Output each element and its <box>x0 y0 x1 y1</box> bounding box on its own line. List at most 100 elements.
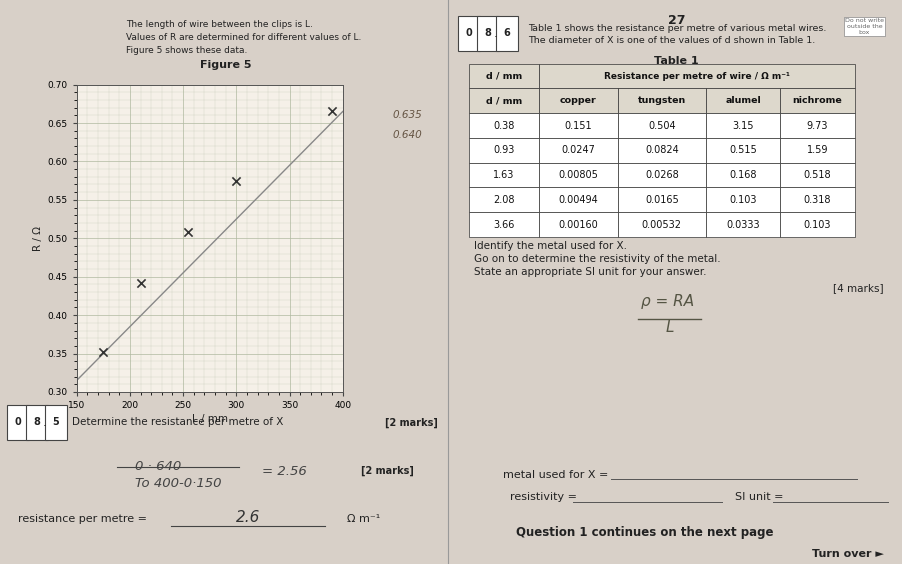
Text: 0.0268: 0.0268 <box>645 170 678 180</box>
Bar <box>539 212 618 237</box>
Text: resistance per metre =: resistance per metre = <box>18 514 147 524</box>
Text: 0.00494: 0.00494 <box>558 195 598 205</box>
Text: [2 marks]: [2 marks] <box>361 465 414 475</box>
Text: 0.0824: 0.0824 <box>645 146 678 155</box>
Text: d / mm: d / mm <box>486 72 522 81</box>
Text: tungsten: tungsten <box>638 96 686 105</box>
Bar <box>618 113 705 138</box>
Text: 0.0165: 0.0165 <box>645 195 678 205</box>
Bar <box>705 212 780 237</box>
Bar <box>780 162 855 187</box>
Bar <box>539 89 618 113</box>
Text: 0.518: 0.518 <box>804 170 832 180</box>
Text: 0.635: 0.635 <box>392 110 422 120</box>
Text: 1.59: 1.59 <box>806 146 828 155</box>
Text: Figure 5: Figure 5 <box>199 60 252 70</box>
Bar <box>618 89 705 113</box>
Text: [2 marks]: [2 marks] <box>384 417 437 428</box>
Text: 0.93: 0.93 <box>493 146 515 155</box>
Text: 0 · 640: 0 · 640 <box>135 460 181 473</box>
FancyBboxPatch shape <box>44 405 67 440</box>
X-axis label: L / mm: L / mm <box>192 414 227 424</box>
Text: 0.103: 0.103 <box>730 195 757 205</box>
Bar <box>469 64 539 89</box>
Text: 3.66: 3.66 <box>493 219 515 230</box>
Text: 0: 0 <box>14 417 22 428</box>
Bar <box>780 113 855 138</box>
Bar <box>469 138 539 162</box>
Text: 0.0247: 0.0247 <box>561 146 595 155</box>
Bar <box>618 162 705 187</box>
Point <box>181 228 196 237</box>
Text: 27: 27 <box>667 14 686 27</box>
Text: State an appropriate SI unit for your answer.: State an appropriate SI unit for your an… <box>474 267 706 277</box>
Bar <box>780 187 855 212</box>
Text: L: L <box>666 320 674 336</box>
Text: 0.00805: 0.00805 <box>558 170 598 180</box>
Text: 0.168: 0.168 <box>730 170 757 180</box>
Text: Identify the metal used for X.: Identify the metal used for X. <box>474 241 627 252</box>
Text: resistivity =: resistivity = <box>510 492 576 503</box>
Point <box>229 176 244 185</box>
Text: 0: 0 <box>465 28 473 38</box>
Bar <box>780 138 855 162</box>
Text: Table 1: Table 1 <box>654 56 699 67</box>
Bar <box>780 212 855 237</box>
Bar <box>539 187 618 212</box>
FancyBboxPatch shape <box>25 405 49 440</box>
Text: 0.151: 0.151 <box>565 121 593 131</box>
Bar <box>539 64 855 89</box>
Text: Turn over ►: Turn over ► <box>812 549 884 559</box>
FancyBboxPatch shape <box>7 405 29 440</box>
Bar <box>705 113 780 138</box>
Text: 0.318: 0.318 <box>804 195 831 205</box>
Text: 0.00160: 0.00160 <box>558 219 598 230</box>
Text: .: . <box>493 27 497 40</box>
Text: Determine the resistance per metre of X: Determine the resistance per metre of X <box>72 417 283 428</box>
Text: 8: 8 <box>484 28 492 38</box>
Text: 0.640: 0.640 <box>392 130 422 140</box>
Text: .: . <box>42 416 46 429</box>
Text: 0.515: 0.515 <box>729 146 757 155</box>
Text: = 2.56: = 2.56 <box>262 465 307 478</box>
Bar <box>469 187 539 212</box>
Text: alumel: alumel <box>725 96 761 105</box>
Bar <box>469 113 539 138</box>
Text: 3.15: 3.15 <box>732 121 754 131</box>
Text: Do not write
outside the
box: Do not write outside the box <box>845 18 884 34</box>
Bar <box>539 138 618 162</box>
Text: Figure 5 shows these data.: Figure 5 shows these data. <box>126 46 248 55</box>
Text: 0.103: 0.103 <box>804 219 831 230</box>
Text: Go on to determine the resistivity of the metal.: Go on to determine the resistivity of th… <box>474 254 720 265</box>
Point <box>133 279 148 288</box>
Bar <box>618 212 705 237</box>
Text: nichrome: nichrome <box>793 96 842 105</box>
Bar <box>469 162 539 187</box>
Text: 0.38: 0.38 <box>493 121 515 131</box>
Bar <box>539 113 618 138</box>
Bar <box>539 162 618 187</box>
Text: Table 1 shows the resistance per metre of various metal wires.: Table 1 shows the resistance per metre o… <box>528 24 826 33</box>
Text: Question 1 continues on the next page: Question 1 continues on the next page <box>516 526 774 540</box>
FancyBboxPatch shape <box>496 16 518 51</box>
Bar <box>469 89 539 113</box>
Bar <box>705 89 780 113</box>
Bar <box>780 89 855 113</box>
Y-axis label: R / Ω: R / Ω <box>33 226 43 251</box>
Text: 9.73: 9.73 <box>806 121 828 131</box>
FancyBboxPatch shape <box>476 16 500 51</box>
Text: copper: copper <box>560 96 597 105</box>
Text: The length of wire between the clips is L.: The length of wire between the clips is … <box>126 20 313 29</box>
Text: ρ = RA: ρ = RA <box>641 294 694 309</box>
Point <box>97 347 111 356</box>
Bar <box>705 187 780 212</box>
Text: SI unit =: SI unit = <box>735 492 784 503</box>
Text: 0.504: 0.504 <box>648 121 676 131</box>
Text: To 400-0·150: To 400-0·150 <box>135 477 222 490</box>
Text: Resistance per metre of wire / Ω m⁻¹: Resistance per metre of wire / Ω m⁻¹ <box>603 72 790 81</box>
Point <box>325 107 339 116</box>
Text: 5: 5 <box>52 417 60 428</box>
Text: 0.0333: 0.0333 <box>726 219 759 230</box>
Text: Values of R are determined for different values of L.: Values of R are determined for different… <box>126 33 362 42</box>
Text: [4 marks]: [4 marks] <box>833 283 884 293</box>
